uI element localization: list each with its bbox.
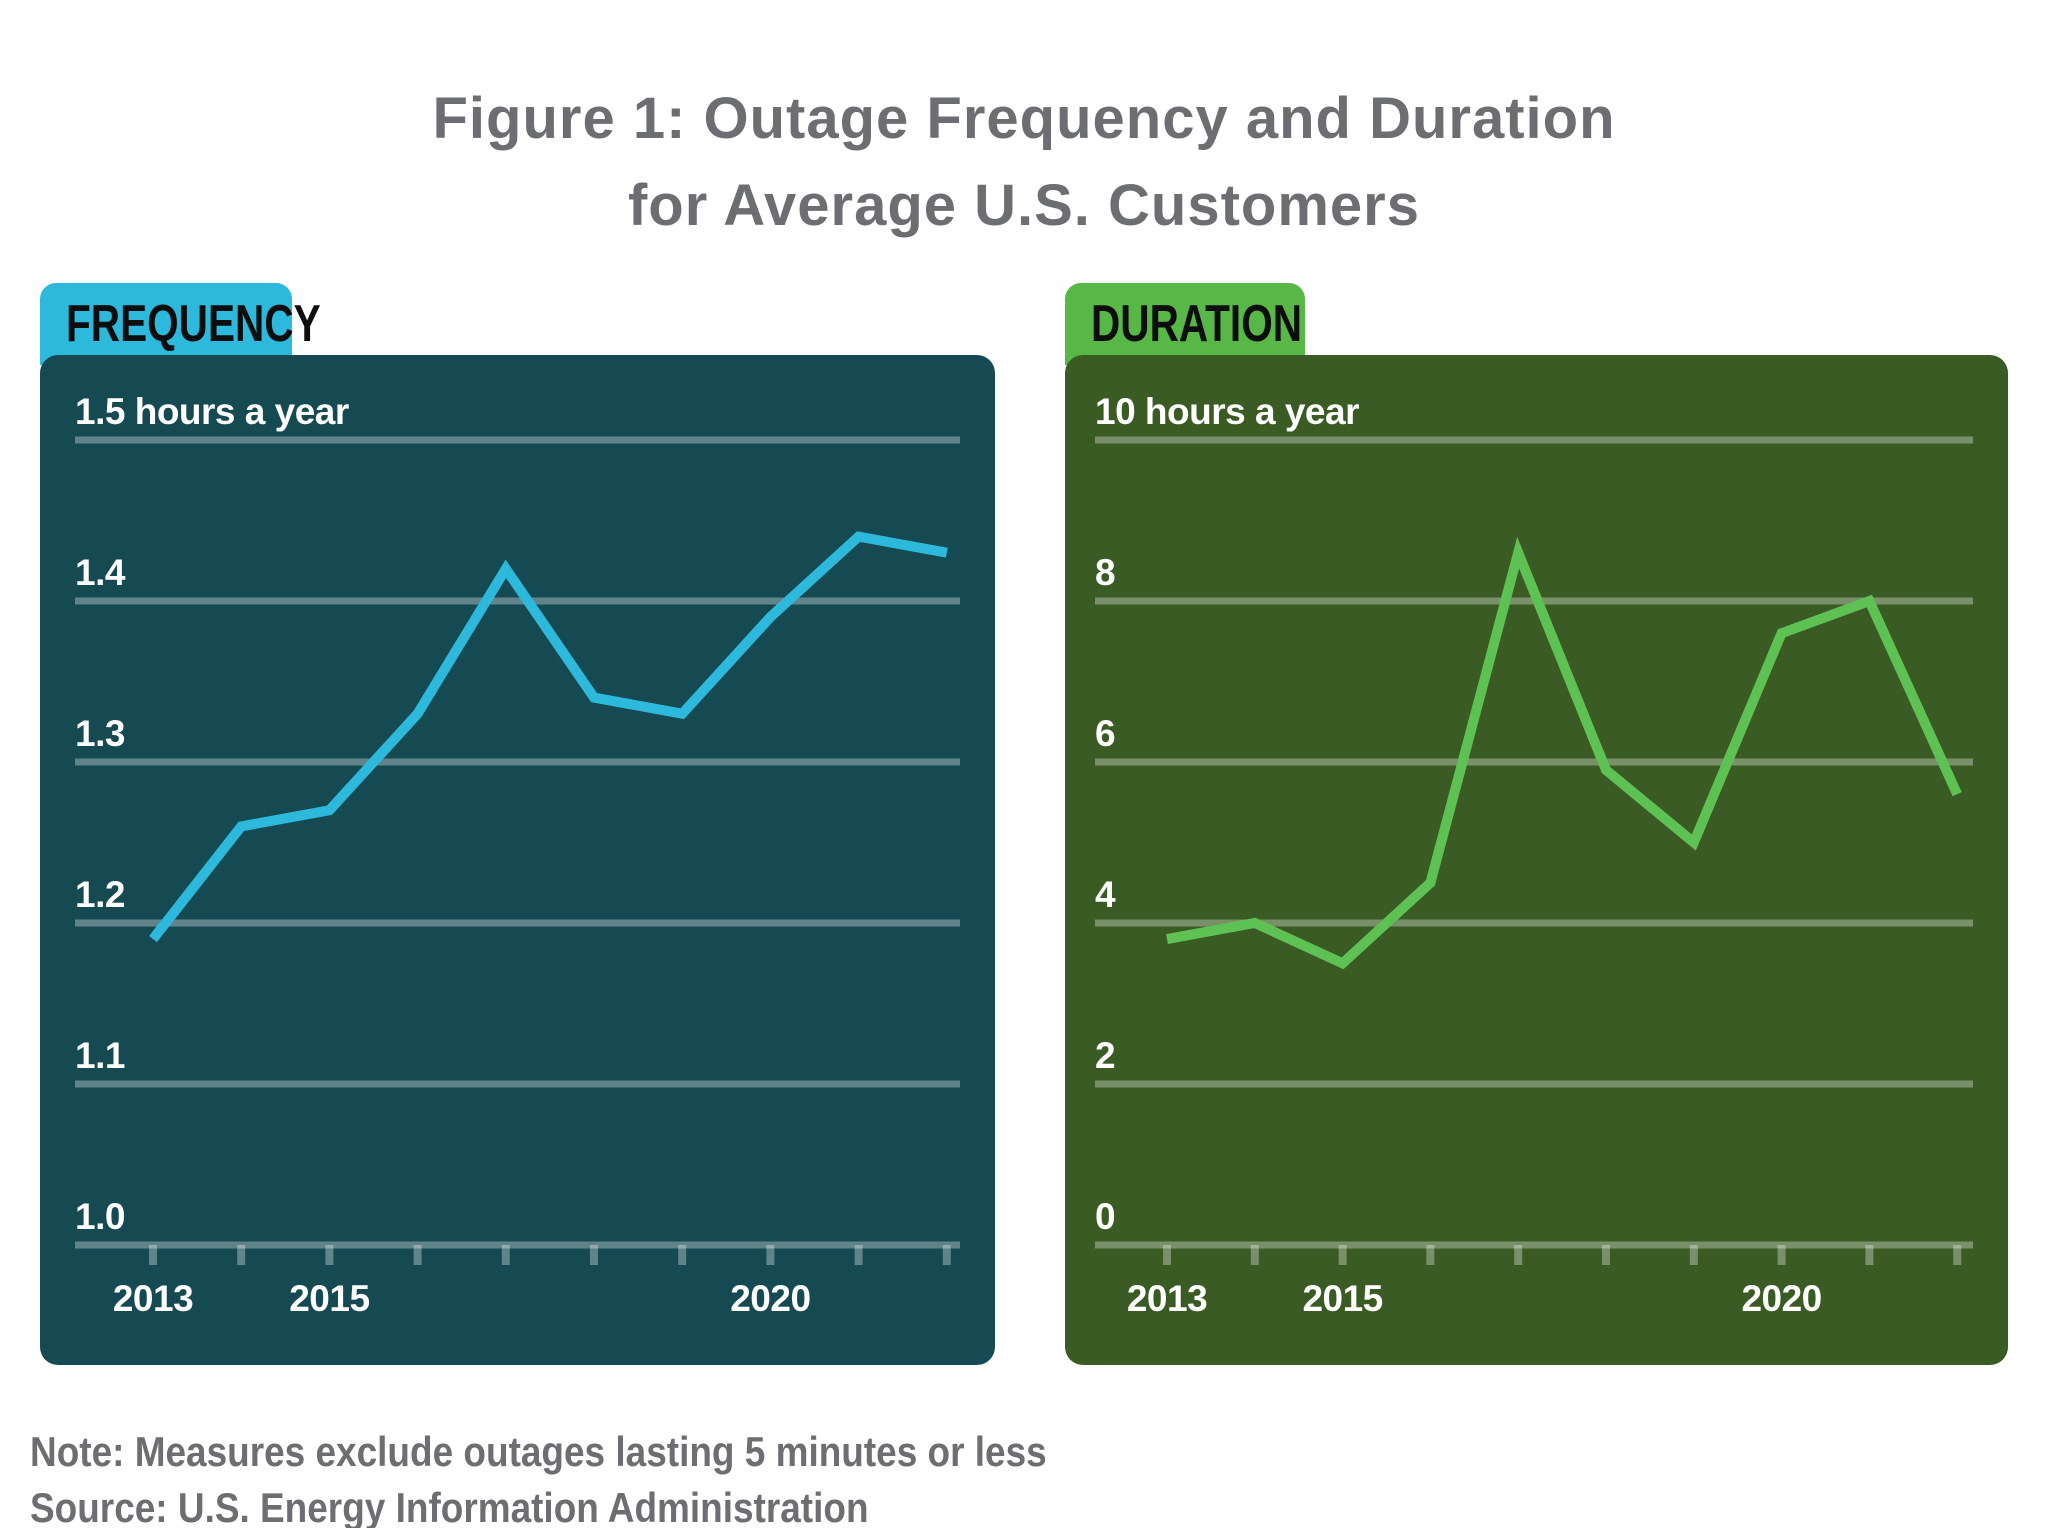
- duration-line-chart: 10 hours a year 8 6 4 2 0 2013 2015 2020: [1095, 391, 1973, 1319]
- figure-title-line1: Figure 1: Outage Frequency and Duration: [432, 85, 1616, 151]
- duration-tab: DURATION: [1065, 283, 1305, 365]
- data-line: [1166, 536, 1962, 970]
- x-axis-label: 2013: [113, 1278, 193, 1319]
- note-and-source: Note: Measures exclude outages lasting 5…: [30, 1424, 1047, 1528]
- duration-chart-panel: 10 hours a year 8 6 4 2 0 2013 2015 2020: [1065, 355, 2008, 1365]
- y-axis-label: 1.5 hours a year: [75, 391, 349, 432]
- note-line: Note: Measures exclude outages lasting 5…: [30, 1428, 1047, 1475]
- y-axis-label: 4: [1095, 874, 1116, 915]
- y-axis-label: 8: [1095, 552, 1115, 593]
- x-axis-label: 2015: [289, 1278, 369, 1319]
- figure-title: Figure 1: Outage Frequency and Duration f…: [0, 75, 2048, 249]
- x-axis-label: 2015: [1302, 1278, 1382, 1319]
- y-axis-label: 6: [1095, 713, 1115, 754]
- duration-tab-label: DURATION: [1091, 295, 1303, 353]
- data-line: [149, 531, 948, 943]
- frequency-line-chart: 1.5 hours a year 1.4 1.3 1.2 1.1 1.0 2013 2015 2…: [75, 391, 960, 1319]
- y-axis-label: 1.1: [75, 1035, 125, 1076]
- frequency-chart-panel: 1.5 hours a year 1.4 1.3 1.2 1.1 1.0 2013 2015 2…: [40, 355, 995, 1365]
- y-axis-label: 1.0: [75, 1196, 125, 1237]
- source-line: Source: U.S. Energy Information Administ…: [30, 1483, 869, 1528]
- x-axis-label: 2013: [1127, 1278, 1207, 1319]
- y-axis-label: 0: [1095, 1196, 1115, 1237]
- x-axis-label: 2020: [730, 1278, 810, 1319]
- y-axis-label: 2: [1095, 1035, 1115, 1076]
- y-axis-label: 10 hours a year: [1095, 391, 1359, 432]
- y-axis-label: 1.3: [75, 713, 125, 754]
- y-axis-label: 1.4: [75, 552, 126, 593]
- figure-title-line2: for Average U.S. Customers: [627, 172, 1421, 238]
- frequency-tab: FREQUENCY: [40, 283, 321, 365]
- y-axis-label: 1.2: [75, 874, 125, 915]
- x-axis-label: 2020: [1741, 1278, 1821, 1319]
- frequency-tab-label: FREQUENCY: [66, 295, 321, 353]
